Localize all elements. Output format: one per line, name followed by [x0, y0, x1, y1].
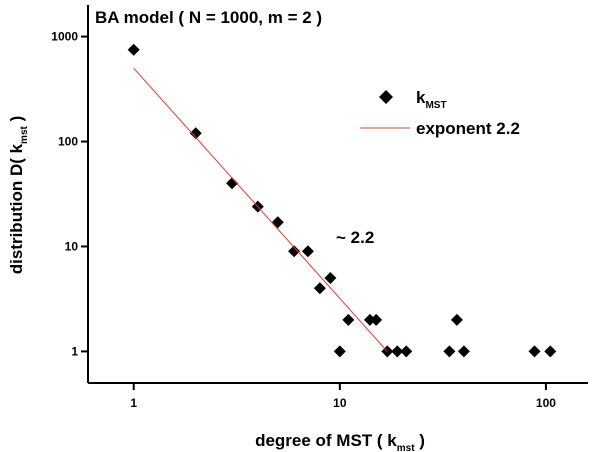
- point: [301, 245, 314, 258]
- point: [443, 345, 456, 358]
- point: [370, 313, 383, 326]
- x-tick-label: 1: [130, 396, 137, 410]
- point: [342, 313, 355, 326]
- point: [528, 345, 541, 358]
- x-label-sub: mst: [397, 443, 415, 452]
- point: [324, 272, 337, 285]
- chart-title: BA model ( N = 1000, m = 2 ): [95, 8, 322, 27]
- point: [450, 313, 463, 326]
- point: [363, 313, 376, 326]
- point: [313, 282, 326, 295]
- y-tick-label: 100: [58, 135, 78, 149]
- point: [400, 345, 413, 358]
- y-tick-label: 1: [71, 344, 78, 358]
- fit-line: [133, 67, 388, 352]
- y-label-sub: mst: [19, 125, 30, 143]
- y-label-text: distribution D( k: [7, 143, 26, 274]
- point: [457, 345, 470, 358]
- point: [288, 245, 301, 258]
- legend-label: exponent 2.2: [416, 119, 520, 138]
- point: [127, 43, 140, 56]
- legend-name: k: [416, 88, 426, 107]
- point: [189, 127, 202, 140]
- point: [544, 345, 557, 358]
- legend-name: exponent 2.2: [416, 119, 520, 138]
- legend-label: kMST: [416, 88, 447, 111]
- y-label-tail: ): [7, 116, 26, 126]
- annotation: ~ 2.2: [336, 228, 374, 247]
- y-tick-label: 10: [65, 239, 79, 253]
- x-axis-label: degree of MST ( kmst ): [255, 431, 425, 452]
- x-tick-label: 10: [333, 396, 347, 410]
- legend-sub: MST: [425, 100, 446, 111]
- x-tick-label: 100: [536, 396, 556, 410]
- y-axis-label: distribution D( kmst ): [7, 116, 30, 275]
- x-label-tail: ): [415, 431, 425, 450]
- point: [226, 177, 239, 190]
- y-tick-label: 1000: [51, 30, 78, 44]
- point: [271, 216, 284, 229]
- point: [333, 345, 346, 358]
- point: [391, 345, 404, 358]
- x-label-text: degree of MST ( k: [255, 431, 397, 450]
- legend-swatch: [379, 90, 393, 104]
